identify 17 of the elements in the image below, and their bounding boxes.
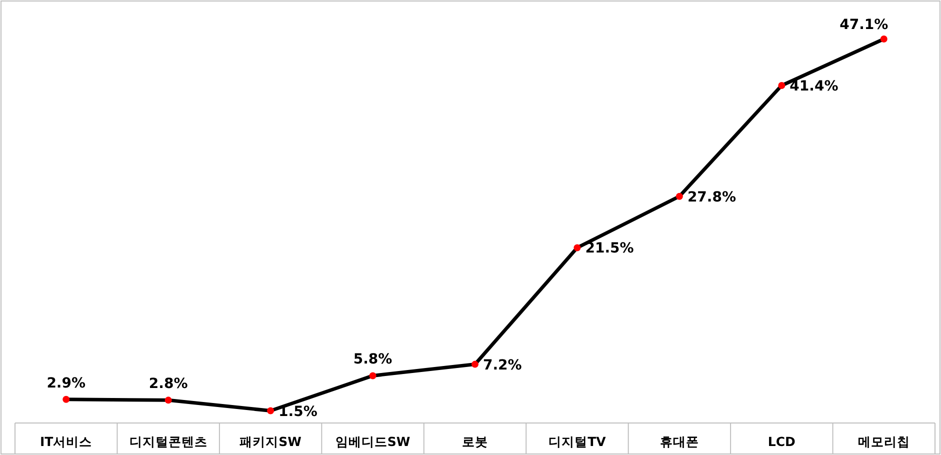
data-label: 41.4% (790, 78, 838, 94)
x-tick-label: LCD (768, 434, 796, 449)
data-label: 5.8% (353, 352, 392, 368)
data-label: 47.1% (840, 17, 888, 33)
x-tick-label: 임베디드SW (335, 434, 410, 449)
data-label: 2.8% (148, 376, 188, 392)
x-tick-label: 휴대폰 (660, 434, 699, 449)
x-tick-label: 로봇 (462, 434, 488, 449)
data-label: 2.9% (46, 375, 86, 392)
x-tick-label: 디지털TV (548, 434, 606, 449)
data-label: 27.8% (687, 189, 736, 206)
data-label: 21.5% (585, 240, 634, 257)
x-tick-label: IT서비스 (40, 434, 92, 449)
data-label: 7.2% (483, 357, 522, 374)
x-tick-label: 패키지SW (240, 434, 302, 449)
x-tick-label: 메모리칩 (858, 434, 910, 449)
x-tick-label: 디지털콘텐츠 (129, 434, 208, 449)
